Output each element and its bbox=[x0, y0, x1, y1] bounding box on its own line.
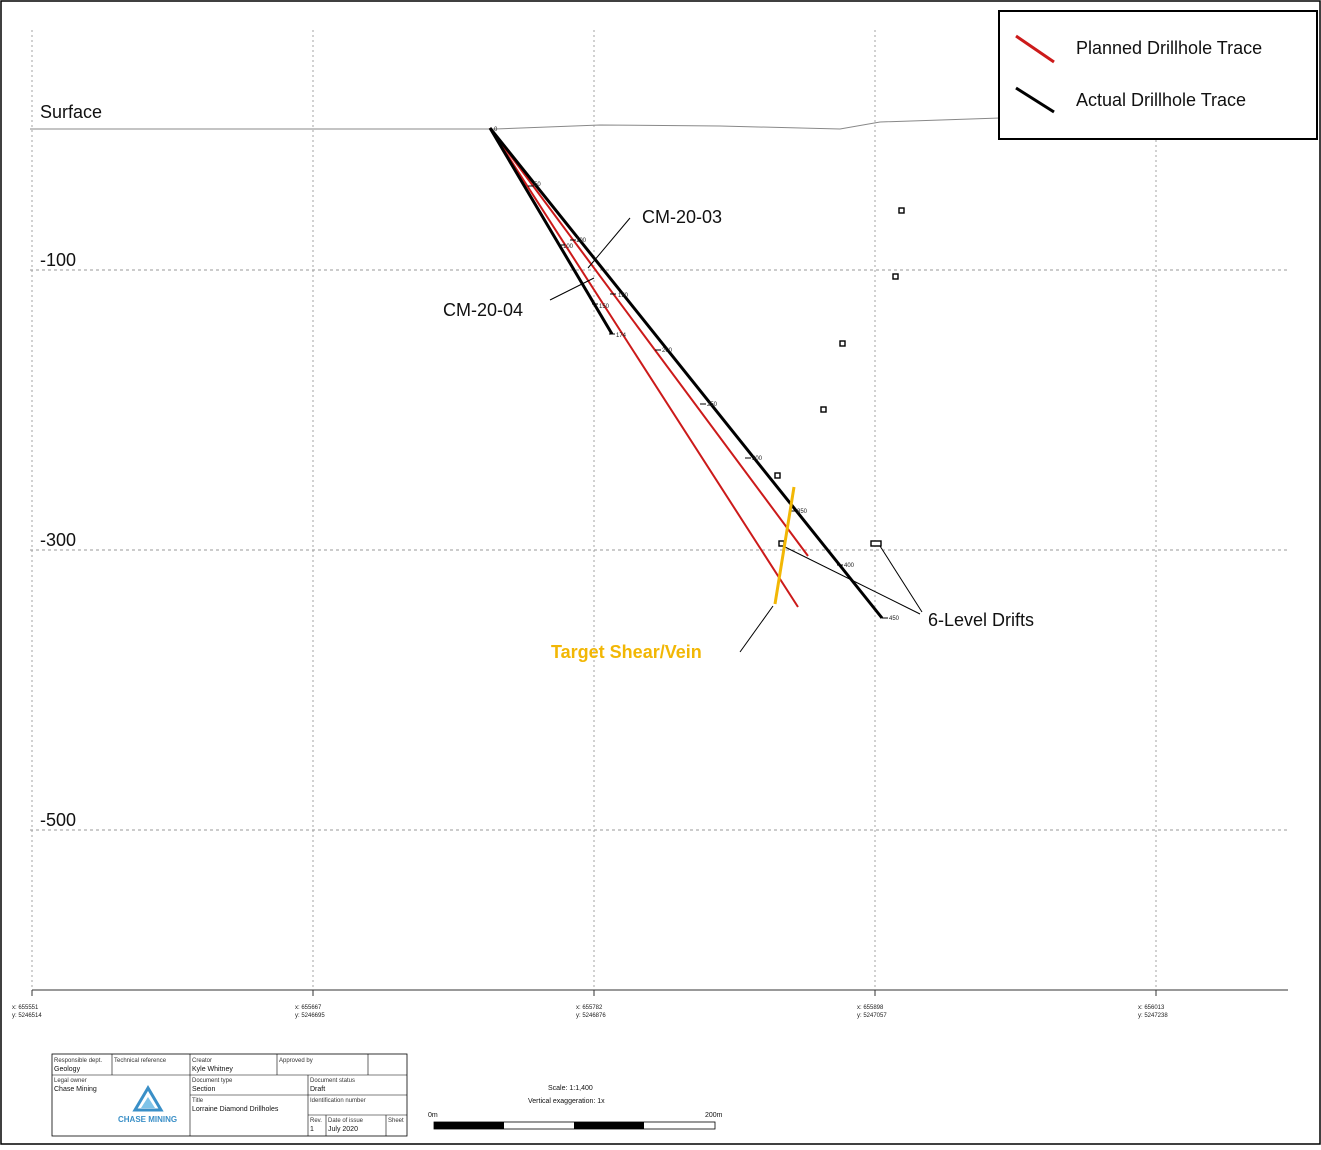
depth-tick-label: 150 bbox=[599, 304, 610, 310]
coord-x-label: x: 655667 bbox=[295, 1005, 322, 1011]
scale-text: Scale: 1:1,400 bbox=[548, 1085, 593, 1092]
scale-bar bbox=[433, 1121, 716, 1130]
legend: Planned Drillhole Trace Actual Drillhole… bbox=[998, 10, 1318, 140]
tb-doc-type: Section bbox=[192, 1086, 215, 1093]
drift-marker bbox=[870, 540, 882, 547]
coord-x-label: x: 656013 bbox=[1138, 1005, 1165, 1011]
depth-tick-label: 150 bbox=[618, 293, 629, 299]
depth-tick-label: 300 bbox=[752, 456, 763, 462]
depth-ticks-b bbox=[559, 244, 615, 335]
tb-sheet-header: Sheet bbox=[388, 1118, 404, 1124]
coord-y-label: y: 5247057 bbox=[857, 1013, 887, 1019]
tb-doc-status: Draft bbox=[310, 1086, 325, 1093]
elevation-label: -100 bbox=[40, 250, 76, 270]
chase-mining-logo: CHASE MINING bbox=[118, 1085, 177, 1124]
drift-marker bbox=[839, 340, 846, 347]
legend-planned-label: Planned Drillhole Trace bbox=[1076, 38, 1262, 58]
tb-resp-dept: Geology bbox=[54, 1066, 81, 1073]
coord-y-label: y: 5246876 bbox=[576, 1013, 606, 1019]
target-leader bbox=[739, 605, 774, 653]
target-label: Target Shear/Vein bbox=[551, 642, 702, 662]
depth-tick-label: 0 bbox=[494, 127, 498, 133]
tb-title-header: Title bbox=[192, 1098, 204, 1104]
tb-id-header: Identification number bbox=[310, 1098, 366, 1104]
coord-y-label: y: 5246695 bbox=[295, 1013, 325, 1019]
tb-doc-type-header: Document type bbox=[192, 1078, 233, 1084]
tb-rev: 1 bbox=[310, 1126, 314, 1133]
elevation-label: -300 bbox=[40, 530, 76, 550]
tb-date: July 2020 bbox=[328, 1126, 358, 1133]
depth-tick-label: 50 bbox=[534, 182, 541, 188]
planned-trace-cm-20-04 bbox=[489, 127, 799, 608]
scale-bar-end: 200m bbox=[705, 1112, 723, 1119]
tb-date-header: Date of issue bbox=[328, 1118, 364, 1124]
depth-tick-label: 250 bbox=[707, 402, 718, 408]
depth-tick-label: 100 bbox=[563, 244, 574, 250]
elevation-label: -500 bbox=[40, 810, 76, 830]
scale-bar-start: 0m bbox=[428, 1112, 438, 1119]
tb-legal-owner: Chase Mining bbox=[54, 1086, 97, 1093]
hole-label-cm-20-04: CM-20-04 bbox=[443, 300, 523, 320]
drifts-leader bbox=[879, 545, 923, 613]
surface-line bbox=[30, 117, 1001, 130]
tb-doc-status-header: Document status bbox=[310, 1078, 355, 1084]
drift-marker bbox=[892, 273, 899, 280]
coord-y-label: y: 5246514 bbox=[12, 1013, 42, 1019]
legend-actual-label: Actual Drillhole Trace bbox=[1076, 90, 1246, 110]
tb-legal-owner-header: Legal owner bbox=[54, 1078, 87, 1084]
depth-tick-label: 450 bbox=[889, 616, 900, 622]
coord-x-label: x: 655898 bbox=[857, 1005, 884, 1011]
coord-x-label: x: 655551 bbox=[12, 1005, 39, 1011]
drift-marker bbox=[898, 207, 905, 214]
target-vein bbox=[773, 486, 796, 605]
drift-marker bbox=[774, 472, 781, 479]
coord-y-label: y: 5247238 bbox=[1138, 1013, 1168, 1019]
surface-label: Surface bbox=[40, 102, 102, 122]
depth-tick-label: 174 bbox=[616, 333, 627, 339]
tb-creator: Kyle Whitney bbox=[192, 1066, 233, 1073]
tb-title: Lorraine Diamond Drillholes bbox=[192, 1106, 279, 1113]
legend-swatch-planned bbox=[1015, 34, 1055, 64]
hole-b-leader bbox=[549, 277, 595, 301]
title-block: Responsible dept. Geology Technical refe… bbox=[51, 1053, 408, 1137]
planned-trace-cm-20-03 bbox=[489, 127, 809, 557]
depth-tick-label: 350 bbox=[797, 509, 808, 515]
depth-tick-label: 100 bbox=[576, 238, 587, 244]
legend-swatch-actual bbox=[1015, 86, 1055, 114]
drifts-leader bbox=[782, 545, 921, 615]
coord-x-label: x: 655782 bbox=[576, 1005, 603, 1011]
hole-label-cm-20-03: CM-20-03 bbox=[642, 207, 722, 227]
drifts-label: 6-Level Drifts bbox=[928, 610, 1034, 630]
hole-a-leader bbox=[587, 217, 631, 269]
drift-marker bbox=[820, 406, 827, 413]
depth-tick-label: 200 bbox=[662, 348, 673, 354]
tb-resp-dept-header: Responsible dept. bbox=[54, 1058, 102, 1064]
tb-rev-header: Rev. bbox=[310, 1118, 322, 1124]
vertical-exaggeration-text: Vertical exaggeration: 1x bbox=[528, 1098, 605, 1105]
tb-creator-header: Creator bbox=[192, 1058, 212, 1064]
tb-approved-header: Approved by bbox=[279, 1058, 313, 1064]
legend-box bbox=[998, 10, 1318, 140]
actual-trace-cm-20-03 bbox=[488, 127, 884, 619]
actual-trace-cm-20-04 bbox=[488, 127, 614, 335]
logo-text: CHASE MINING bbox=[118, 1115, 177, 1124]
tb-tech-ref-header: Technical reference bbox=[114, 1058, 167, 1064]
depth-tick-label: 400 bbox=[844, 563, 855, 569]
